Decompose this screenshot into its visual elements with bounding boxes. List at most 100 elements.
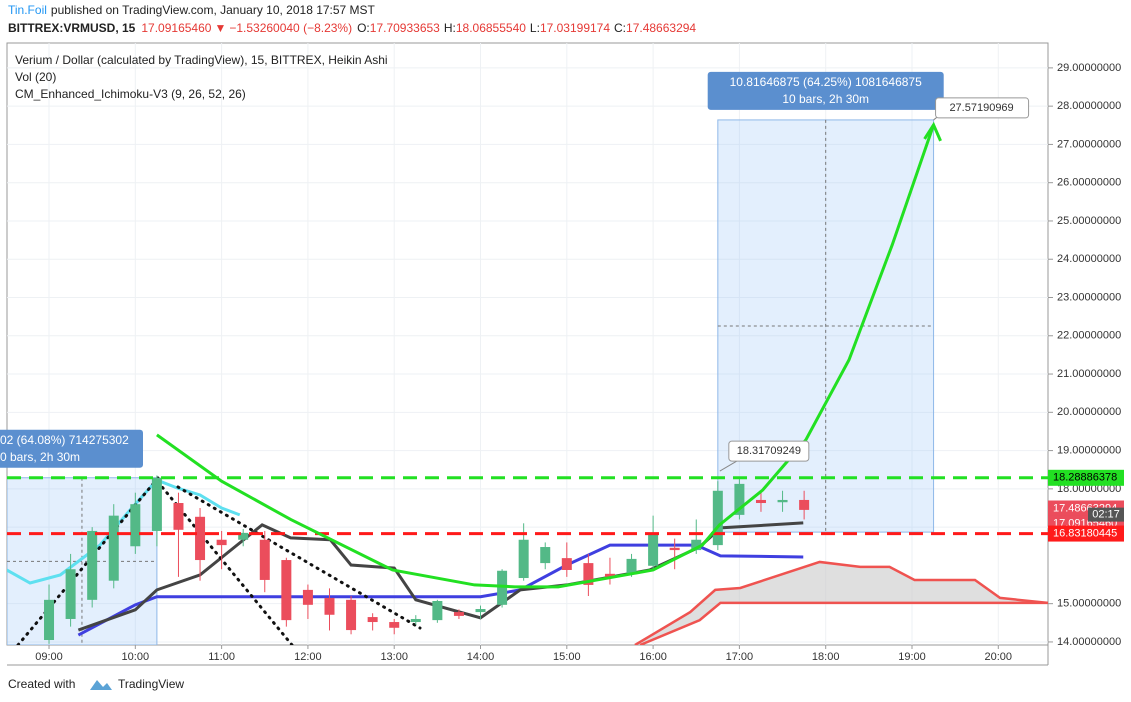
candle-body bbox=[518, 539, 529, 579]
last: 17.09165460 bbox=[141, 21, 211, 35]
candle-body bbox=[324, 597, 335, 615]
price-label-bg bbox=[1048, 469, 1124, 486]
y-tick-label: 23.00000000 bbox=[1057, 291, 1121, 303]
candle-body bbox=[669, 547, 680, 551]
callout-box bbox=[935, 97, 1030, 119]
candle-body bbox=[777, 499, 788, 503]
candle-body bbox=[691, 539, 702, 551]
legend-line: Vol (20) bbox=[15, 70, 56, 84]
countdown: 02:17 bbox=[1092, 509, 1120, 521]
x-tick-label: 10:00 bbox=[122, 651, 150, 663]
ohlc-label: L: bbox=[530, 21, 540, 35]
x-tick-label: 14:00 bbox=[467, 651, 495, 663]
candle-body bbox=[259, 539, 270, 580]
y-tick-label: 19.00000000 bbox=[1057, 444, 1121, 456]
x-tick-label: 12:00 bbox=[294, 651, 322, 663]
x-tick-label: 19:00 bbox=[898, 651, 926, 663]
x-tick-label: 18:00 bbox=[812, 651, 840, 663]
y-tick-label: 25.00000000 bbox=[1057, 215, 1121, 227]
candle-body bbox=[755, 499, 766, 504]
candle-body bbox=[195, 516, 206, 561]
candle-body bbox=[497, 570, 508, 605]
y-tick-label: 24.00000000 bbox=[1057, 253, 1121, 265]
candle-body bbox=[432, 600, 443, 621]
candle-body bbox=[173, 503, 184, 530]
change: −1.53260040 (−8.23%) bbox=[229, 21, 352, 35]
y-tick-label: 15.00000000 bbox=[1057, 598, 1121, 610]
measure-label-bg bbox=[707, 71, 944, 110]
ohlc-value: 17.70933653 bbox=[370, 21, 440, 35]
legend-line: Verium / Dollar (calculated by TradingVi… bbox=[15, 53, 388, 67]
candle-body bbox=[561, 558, 572, 570]
candle-body bbox=[302, 589, 313, 605]
candle-body bbox=[648, 532, 659, 566]
y-tick-label: 14.00000000 bbox=[1057, 636, 1121, 648]
x-tick-label: 17:00 bbox=[726, 651, 754, 663]
candle-body bbox=[475, 609, 486, 613]
candle-body bbox=[410, 618, 421, 623]
candle-body bbox=[281, 560, 292, 621]
published: published on TradingView.com, January 10… bbox=[51, 3, 376, 17]
candle-body bbox=[712, 490, 723, 546]
ohlc-value: 17.48663294 bbox=[626, 21, 696, 35]
symbol-line: BITTREX:VRMUSD, 15 17.09165460 ▼ −1.5326004… bbox=[8, 21, 696, 35]
ohlc-label: H: bbox=[444, 21, 456, 35]
candle-body bbox=[151, 477, 162, 531]
candle-body bbox=[44, 599, 55, 641]
y-tick-label: 29.00000000 bbox=[1057, 62, 1121, 74]
callout-box bbox=[728, 440, 810, 462]
cloud-lower bbox=[639, 601, 1048, 645]
x-tick-label: 15:00 bbox=[553, 651, 581, 663]
brand[interactable]: TradingView bbox=[118, 677, 184, 691]
header-line: Tin.Foil published on TradingView.com, Ja… bbox=[8, 3, 376, 17]
measure-label: 10.81646875 (64.25%) 1081646875 bbox=[730, 75, 922, 89]
ohlc-value: 18.06855540 bbox=[456, 21, 526, 35]
price-label: 16.83180445 bbox=[1053, 527, 1117, 539]
forecast-curve bbox=[156, 124, 935, 589]
measure-label: 0 bars, 2h 30m bbox=[0, 450, 80, 464]
legend-line: CM_Enhanced_Ichimoku-V3 (9, 26, 52, 26) bbox=[15, 87, 246, 101]
created-with: Created with bbox=[8, 677, 75, 691]
y-tick-label: 21.00000000 bbox=[1057, 368, 1121, 380]
y-tick-label: 28.00000000 bbox=[1057, 100, 1121, 112]
candle-body bbox=[389, 622, 400, 628]
footer: Created with TradingView bbox=[8, 677, 184, 691]
callout-text: 18.31709249 bbox=[737, 445, 801, 457]
x-tick-label: 16:00 bbox=[639, 651, 667, 663]
candle-body bbox=[583, 563, 594, 585]
candle-body bbox=[65, 569, 76, 619]
cloud-upper bbox=[634, 560, 1048, 645]
price-label: 18.28886378 bbox=[1053, 472, 1117, 484]
price-label-bg bbox=[1048, 525, 1124, 542]
cloud-fill bbox=[634, 561, 1048, 645]
countdown-bg bbox=[1088, 507, 1124, 522]
candle-body bbox=[799, 499, 810, 510]
candle-body bbox=[453, 612, 464, 616]
x-tick-label: 13:00 bbox=[380, 651, 408, 663]
candle-body bbox=[604, 573, 615, 579]
legend: Verium / Dollar (calculated by TradingVi… bbox=[15, 53, 388, 101]
candle-body bbox=[130, 504, 141, 547]
callout-text: 27.57190969 bbox=[949, 102, 1013, 114]
x-tick-label: 09:00 bbox=[35, 651, 63, 663]
ohlc-label: C: bbox=[614, 21, 626, 35]
measure-label: 10 bars, 2h 30m bbox=[782, 92, 869, 106]
candle-body bbox=[346, 599, 357, 631]
symbol: BITTREX:VRMUSD, 15 bbox=[8, 21, 136, 35]
candle-body bbox=[216, 539, 227, 546]
x-tick-label: 11:00 bbox=[208, 651, 235, 663]
header: Tin.Foil published on TradingView.com, Ja… bbox=[8, 3, 696, 35]
x-tick-label: 20:00 bbox=[985, 651, 1013, 663]
author[interactable]: Tin.Foil bbox=[8, 3, 47, 17]
trend-line bbox=[176, 485, 422, 630]
measure-label: 02 (64.08%) 714275302 bbox=[0, 433, 129, 447]
candle-body bbox=[540, 547, 551, 564]
candle-body bbox=[238, 532, 249, 540]
candle-body bbox=[87, 530, 98, 600]
y-tick-label: 27.00000000 bbox=[1057, 138, 1121, 150]
candle-body bbox=[108, 515, 119, 581]
candle-body bbox=[734, 483, 745, 515]
y-tick-label: 20.00000000 bbox=[1057, 406, 1121, 418]
